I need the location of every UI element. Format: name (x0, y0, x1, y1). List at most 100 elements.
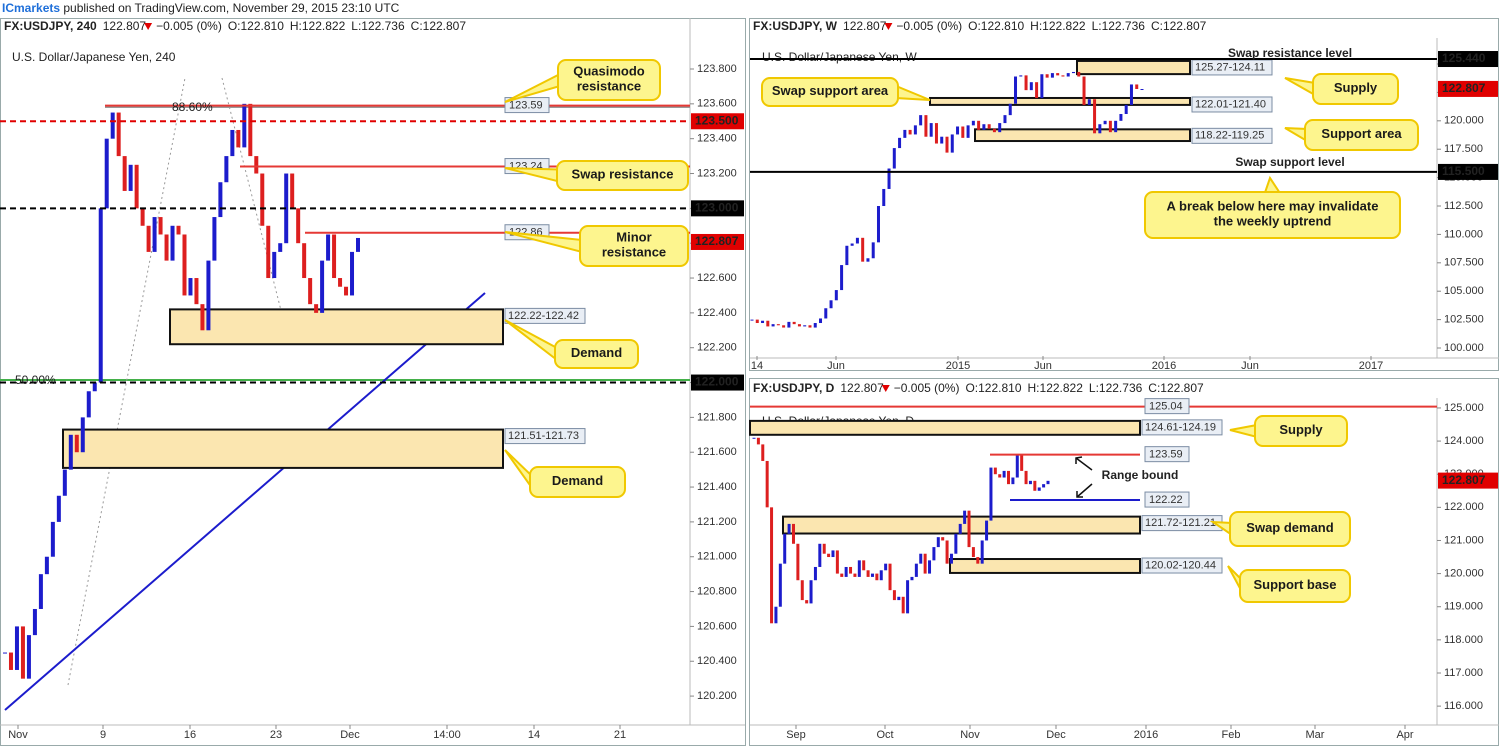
y-tick-label: 117.500 (1444, 143, 1483, 155)
candle (879, 570, 883, 581)
candle (910, 576, 914, 581)
candle (1061, 75, 1065, 77)
candle (989, 467, 993, 521)
x-tick-label: 23 (270, 729, 282, 741)
candle (888, 563, 892, 591)
callout-text: Swap demand (1246, 520, 1333, 535)
candle (140, 208, 145, 226)
candle (1011, 477, 1015, 485)
down-arrow (884, 23, 893, 30)
callout-text: A break below here may invalidate the wee… (1167, 199, 1379, 229)
candle (892, 148, 896, 169)
zone-tag (1141, 419, 1223, 436)
candle (950, 134, 954, 153)
price-tag-label: 123.59 (509, 99, 543, 111)
candle (875, 573, 879, 581)
candle (278, 243, 283, 252)
callout-box (556, 160, 689, 191)
candle (844, 566, 848, 577)
candle (998, 123, 1002, 133)
symbol: FX:USDJPY, 240 (4, 19, 97, 33)
candle (116, 112, 121, 157)
candle (296, 208, 301, 244)
symbol: FX:USDJPY, D (753, 381, 835, 395)
candle (1124, 104, 1128, 114)
x-tick-label: Feb (1222, 729, 1241, 741)
price-tag-label: 123.59 (1149, 449, 1183, 461)
ohlc-close: C:122.807 (1151, 19, 1207, 33)
price-tag (691, 113, 744, 130)
callout-line: resistance (602, 245, 666, 260)
candle (897, 596, 901, 601)
candle (110, 112, 115, 139)
zone-tag (1141, 557, 1223, 574)
y-tick-label: 120.800 (697, 585, 737, 597)
candle (1045, 74, 1049, 78)
candle (945, 136, 949, 153)
x-tick-label: Jun (1241, 360, 1259, 372)
y-tick-label: 110.000 (1444, 228, 1483, 240)
candle (290, 173, 295, 209)
candle (1129, 84, 1133, 105)
zone-tag (1191, 96, 1273, 113)
candle (882, 188, 886, 207)
y-tick-label: 116.000 (1444, 700, 1483, 712)
x-tick-label: 9 (100, 729, 106, 741)
candle (855, 237, 859, 244)
candle (840, 573, 844, 577)
callout-text: Demand (571, 345, 622, 360)
price-tag-label: 115.500 (1442, 164, 1485, 178)
candle (1033, 480, 1037, 491)
candle (1140, 89, 1144, 91)
y-tick-label: 120.000 (1444, 568, 1484, 580)
trendline (4, 292, 486, 711)
candle (898, 137, 902, 149)
callout-text: Quasimodo resistance (573, 64, 645, 94)
y-tick-label: 118.000 (1444, 634, 1483, 646)
callout-line: Swap support area (772, 83, 889, 98)
publisher-link[interactable]: ICmarkets (2, 1, 60, 15)
candle (104, 138, 109, 209)
candle (796, 543, 800, 581)
candle (985, 520, 989, 541)
chart-header: FX:USDJPY, D 122.807 (753, 381, 884, 395)
ohlc-low: L:122.736 (1092, 19, 1146, 33)
candle (38, 574, 43, 609)
price-tag-label: 122.807 (1442, 473, 1486, 487)
candle (949, 553, 953, 564)
candle (314, 304, 319, 313)
candle (958, 523, 962, 534)
candle (218, 182, 223, 218)
candle (857, 560, 861, 577)
candle (750, 319, 754, 321)
y-tick-label: 123.600 (697, 98, 737, 110)
candle (92, 382, 97, 392)
candle (182, 234, 187, 296)
y-tick-label: 121.000 (1444, 534, 1484, 546)
y-tick-label: 122.400 (697, 307, 737, 319)
candle (1028, 480, 1032, 485)
x-tick-label: Dec (1046, 729, 1066, 741)
ohlc-close: C:122.807 (411, 19, 467, 33)
candle (892, 590, 896, 601)
x-tick-label: Oct (876, 729, 893, 741)
candle (1008, 103, 1012, 116)
ohlc-high: H:122.822 (1028, 381, 1084, 395)
candle (961, 126, 965, 138)
y-tick-label: 120.400 (697, 655, 737, 667)
candle (770, 507, 774, 624)
price-tag-label: 122.22 (1149, 494, 1183, 506)
ohlc-close: C:122.807 (1148, 381, 1204, 395)
callout-text: Demand (552, 473, 603, 488)
candle (122, 156, 127, 191)
candle (1082, 76, 1086, 105)
candle (248, 103, 253, 157)
callout-text: Supply (1334, 80, 1378, 95)
candle (871, 242, 875, 259)
candle (164, 234, 169, 261)
candle (919, 115, 923, 126)
ohlc-change: −0.005 (0%) (896, 19, 962, 33)
candle (350, 251, 355, 296)
candle (1114, 120, 1118, 133)
ohlc-high: H:122.822 (1030, 19, 1086, 33)
